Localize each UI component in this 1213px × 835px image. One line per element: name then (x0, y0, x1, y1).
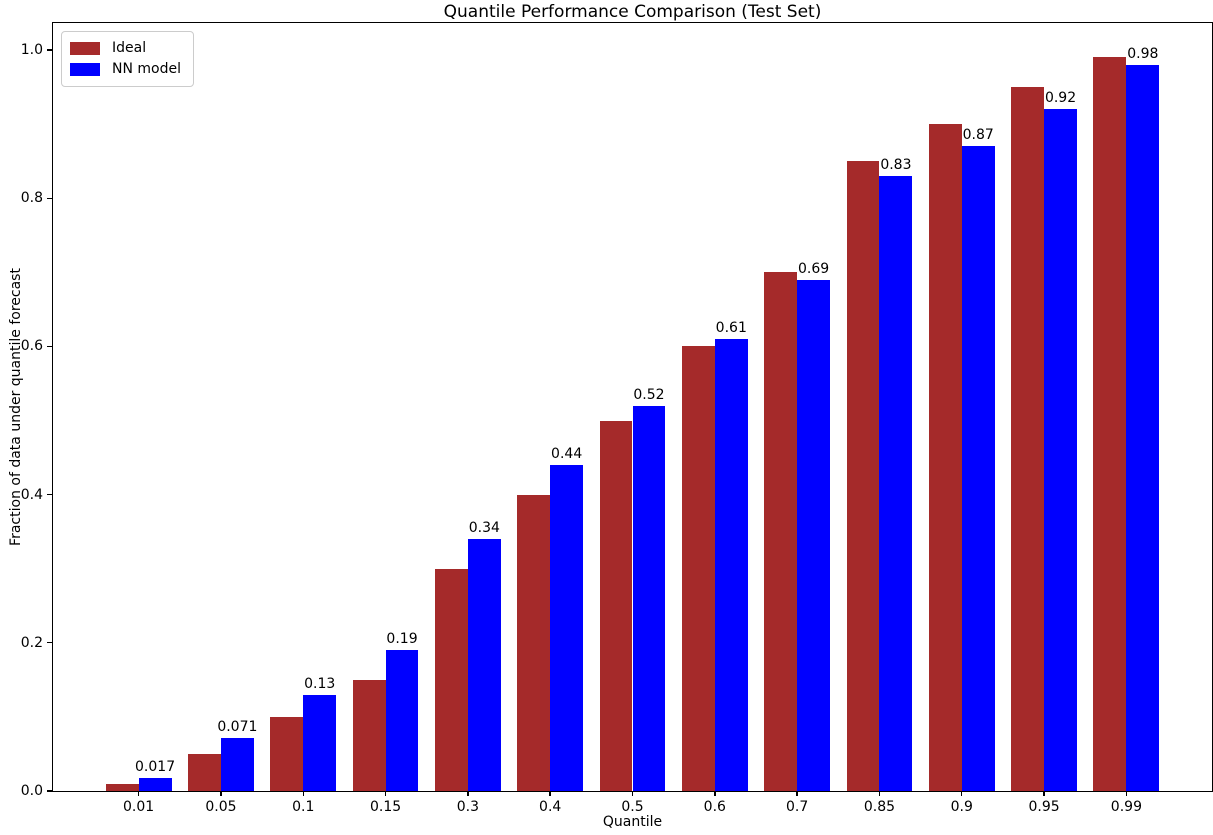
bar-ideal (434, 568, 468, 791)
bar-ideal (599, 420, 633, 791)
x-tick-label: 0.05 (205, 799, 237, 815)
y-tick-label: 0.8 (20, 190, 43, 207)
x-tick-mark (961, 791, 963, 796)
x-tick-label: 0.4 (539, 799, 562, 815)
y-tick-label: 1.0 (20, 42, 43, 58)
y-tick-mark (47, 345, 52, 348)
x-tick-mark (302, 791, 304, 796)
bar-nn-model (714, 339, 748, 791)
bar-nn-model (138, 778, 172, 791)
bar-value-label: 0.34 (468, 520, 500, 537)
y-tick-label: 0.4 (20, 486, 43, 503)
bar-ideal (270, 716, 304, 791)
legend-swatch-nn-model (70, 63, 100, 76)
x-tick-mark (878, 791, 881, 796)
bar-nn-model (385, 650, 419, 791)
x-tick-mark (549, 791, 551, 796)
bar-ideal (517, 494, 551, 791)
bar-value-label: 0.69 (798, 260, 830, 277)
bar-nn-model (303, 694, 337, 791)
y-axis-label: Fraction of data under quantile forecast (8, 268, 24, 546)
bar-value-label: 0.98 (1127, 45, 1159, 62)
bar-value-label: 0.83 (880, 156, 912, 173)
x-tick-mark (631, 791, 634, 796)
x-tick-mark (467, 791, 469, 796)
x-tick-label: 0.01 (123, 799, 155, 815)
bar-value-label: 0.017 (135, 759, 176, 776)
bar-ideal (352, 679, 386, 791)
bar-ideal (928, 124, 962, 791)
legend: Ideal NN model (61, 31, 194, 87)
y-tick-label: 0.6 (20, 338, 43, 355)
bar-value-label: 0.92 (1044, 90, 1077, 107)
bar-value-label: 0.44 (551, 445, 583, 462)
x-tick-label: 0.85 (863, 799, 896, 815)
bar-ideal (1011, 87, 1045, 791)
bar-ideal (187, 753, 221, 791)
y-tick-label: 0.0 (20, 783, 43, 799)
legend-swatch-ideal (70, 42, 100, 55)
bar-nn-model (550, 464, 584, 791)
bar-ideal (681, 346, 715, 791)
bar-nn-model (879, 175, 913, 791)
x-tick-label: 0.5 (621, 799, 644, 815)
plot-area: Ideal NN model 0.0 0.2 0.4 0.6 0.8 1.0 0.01 0.0… (21, 22, 1213, 815)
legend-entry-ideal: Ideal (70, 38, 181, 59)
bar-ideal (1093, 57, 1127, 791)
x-tick-label: 0.7 (785, 799, 809, 815)
bar-value-label: 0.52 (633, 386, 665, 403)
bar-value-label: 0.19 (386, 631, 418, 648)
x-axis-label: Quantile (602, 814, 663, 830)
bar-ideal (105, 783, 139, 791)
y-tick-mark (47, 790, 52, 792)
x-tick-label: 0.99 (1110, 799, 1142, 815)
y-tick-mark (47, 197, 52, 199)
bar-nn-model (220, 738, 254, 791)
x-tick-label: 0.95 (1028, 799, 1060, 815)
y-tick-mark (47, 49, 52, 51)
x-tick-mark (1125, 791, 1128, 796)
bar-nn-model (961, 146, 995, 791)
y-tick-label: 0.2 (20, 634, 43, 651)
legend-label-nn-model: NN model (112, 61, 181, 77)
bar-nn-model (797, 279, 831, 791)
x-tick-label: 0.9 (950, 799, 973, 815)
y-tick-mark (47, 642, 52, 644)
x-tick-label: 0.1 (292, 799, 315, 815)
bar-nn-model (632, 405, 666, 791)
x-tick-mark (796, 791, 798, 796)
bar-value-label: 0.61 (715, 320, 747, 336)
x-tick-label: 0.15 (369, 799, 402, 815)
bar-ideal (846, 161, 880, 791)
bar-nn-model (1044, 109, 1077, 791)
bar-value-label: 0.071 (217, 719, 258, 736)
bar-value-label: 0.87 (962, 127, 994, 144)
bar-ideal (764, 272, 798, 791)
x-tick-mark (137, 791, 140, 796)
x-tick-mark (1043, 791, 1045, 796)
bar-value-label: 0.13 (304, 675, 336, 692)
x-tick-mark (714, 791, 716, 796)
bar-nn-model (1126, 64, 1160, 791)
y-tick-mark (47, 493, 52, 496)
legend-label-ideal: Ideal (112, 40, 147, 56)
legend-entry-nn-model: NN model (70, 59, 181, 80)
x-tick-mark (384, 791, 387, 796)
x-tick-label: 0.6 (703, 799, 726, 815)
chart-title: Quantile Performance Comparison (Test Se… (443, 2, 822, 22)
bar-nn-model (467, 539, 501, 791)
x-tick-mark (220, 791, 222, 796)
x-tick-label: 0.3 (456, 799, 479, 815)
